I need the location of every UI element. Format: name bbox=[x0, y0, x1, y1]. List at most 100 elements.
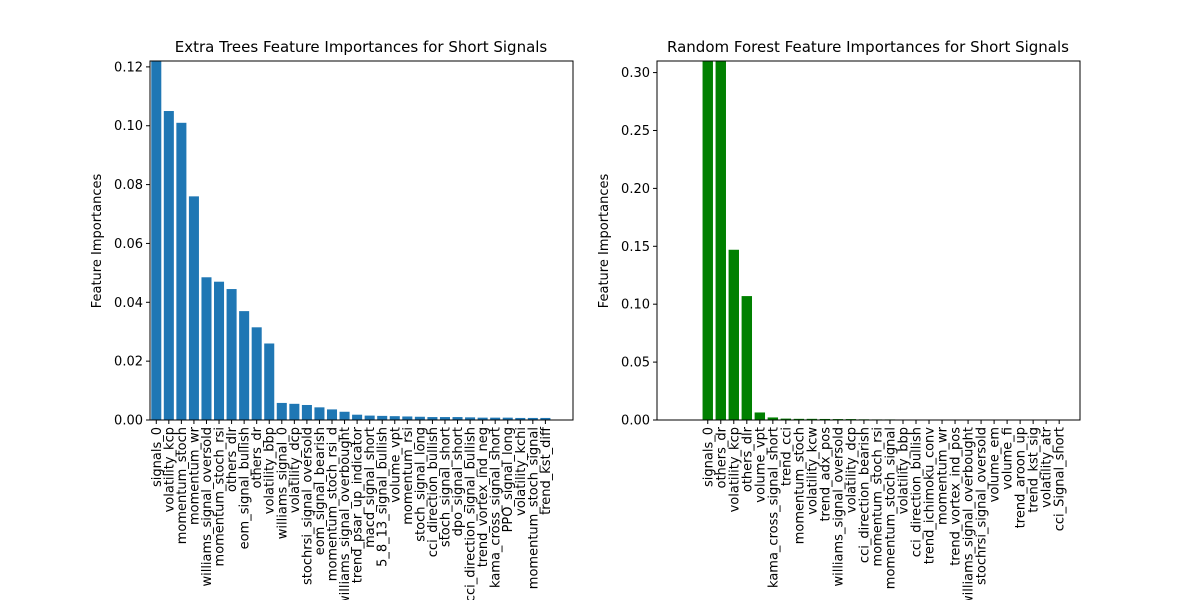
random-forest-y-tick-label: 0.25 bbox=[621, 124, 650, 139]
random-forest-bar bbox=[754, 412, 766, 420]
extra-trees-x-tick-label: williams_signal_oversold bbox=[200, 427, 215, 587]
random-forest-chart-title: Random Forest Feature Importances for Sh… bbox=[667, 38, 1069, 56]
extra-trees-bar bbox=[439, 417, 450, 420]
extra-trees-x-tick-label: dpo_signal_short bbox=[451, 427, 466, 536]
extra-trees-bar bbox=[163, 111, 174, 421]
random-forest-x-tick-label: trend_kst_sig bbox=[1027, 427, 1042, 513]
extra-trees-y-tick-label: 0.04 bbox=[114, 296, 143, 311]
random-forest-x-tick-label: momentum_stoch_rsi bbox=[870, 427, 885, 566]
random-forest-x-tick-label: momentum_stoch bbox=[792, 427, 807, 544]
extra-trees-bar bbox=[326, 409, 338, 420]
extra-trees-x-tick-label: kama_cross_signal_short bbox=[489, 427, 504, 588]
extra-trees-bar bbox=[151, 61, 162, 420]
random-forest-x-tick-label: cci_direction_bearish bbox=[857, 427, 872, 563]
extra-trees-y-tick-label: 0.12 bbox=[114, 60, 143, 75]
random-forest-x-tick-label: cci_Signal_short bbox=[1053, 427, 1068, 531]
random-forest-x-tick-label: volume_em bbox=[988, 427, 1003, 502]
random-forest-x-tick-label: volatility_kcp bbox=[727, 427, 742, 512]
random-forest-x-tick-label: kama_cross_signal_short bbox=[766, 427, 781, 588]
random-forest-x-tick-label: others_dr bbox=[714, 426, 729, 488]
extra-trees-bar bbox=[452, 417, 463, 420]
extra-trees-x-tick-label: momentum_stoch bbox=[175, 427, 190, 544]
random-forest-x-tick-label: trend_vortex_ind_pos bbox=[949, 427, 964, 566]
random-forest-bar bbox=[715, 61, 726, 420]
random-forest-x-tick-label: volume_vpt bbox=[753, 427, 768, 503]
random-forest-plot-frame bbox=[656, 60, 1081, 421]
random-forest-x-tick-label: trend_ichimoku_conv bbox=[923, 427, 938, 565]
extra-trees-bar bbox=[515, 417, 526, 420]
extra-trees-x-tick-label: stoch_signal_long bbox=[413, 427, 428, 542]
extra-trees-bar bbox=[352, 414, 363, 420]
extra-trees-x-tick-label: volatility_kcp bbox=[162, 427, 177, 512]
extra-trees-y-tick-label: 0.02 bbox=[114, 355, 143, 370]
extra-trees-x-tick-label: stochrsi_signal_oversold bbox=[300, 427, 315, 585]
random-forest-bar bbox=[702, 61, 713, 420]
extra-trees-y-ticks: 0.00 0.02 0.04 0.06 0.08 0.10 0.12 bbox=[114, 60, 150, 429]
extra-trees-x-tick-label: momentum_stoch_signal bbox=[526, 427, 541, 589]
random-forest-x-tick-label: cci_direction_bullish bbox=[910, 427, 925, 557]
extra-trees-bar bbox=[239, 311, 250, 420]
random-forest-x-tick-label: trend_adx_pos bbox=[818, 427, 833, 522]
random-forest-bar bbox=[767, 417, 779, 420]
random-forest-x-tick-label: volatility_dcp bbox=[844, 427, 859, 513]
random-forest-y-axis-label: Feature Importances bbox=[597, 174, 612, 309]
extra-trees-bar bbox=[402, 416, 413, 420]
extra-trees-bar bbox=[540, 417, 551, 420]
extra-trees-x-tick-label: trend_psar_up_indicator bbox=[351, 426, 366, 583]
random-forest-bar bbox=[806, 418, 818, 420]
random-forest-bar bbox=[793, 418, 805, 420]
extra-trees-bar bbox=[188, 196, 199, 420]
extra-trees-y-axis-label: Feature Importances bbox=[90, 174, 105, 309]
extra-trees-bar bbox=[201, 277, 212, 420]
random-forest-y-tick-label: 0.20 bbox=[621, 182, 650, 197]
extra-trees-bar bbox=[314, 407, 325, 420]
random-forest-x-tick-label: signals_0 bbox=[701, 427, 716, 487]
extra-trees-bar bbox=[214, 281, 225, 420]
random-forest-x-tick-label: others_dlr bbox=[740, 426, 755, 492]
extra-trees-bar bbox=[490, 417, 501, 420]
extra-trees-x-tick-label: 5_8_13_signal_bullish bbox=[376, 427, 391, 567]
extra-trees-x-tick-label: momentum_rsi bbox=[401, 427, 416, 525]
extra-trees-x-tick-label: williams_signal_overbought bbox=[338, 427, 353, 600]
random-forest-bar bbox=[780, 418, 792, 420]
extra-trees-x-tick-label: stoch_signal_short bbox=[438, 427, 453, 547]
random-forest-y-tick-label: 0.30 bbox=[621, 66, 650, 81]
extra-trees-bar bbox=[276, 402, 287, 420]
extra-trees-x-tick-label: eom_signal_bullish bbox=[238, 427, 253, 549]
extra-trees-bar bbox=[289, 403, 300, 420]
extra-trees-plot-frame bbox=[149, 60, 574, 421]
random-forest-y-tick-label: 0.00 bbox=[621, 414, 650, 429]
extra-trees-bar bbox=[251, 327, 262, 420]
random-forest-x-tick-label: momentum_stoch_signal bbox=[883, 427, 898, 589]
random-forest-y-tick-label: 0.15 bbox=[621, 240, 650, 255]
extra-trees-x-tick-label: momentum_wr bbox=[187, 426, 202, 525]
random-forest-y-ticks: 0.00 0.05 0.10 0.15 0.20 0.25 0.30 bbox=[621, 66, 657, 429]
extra-trees-bar bbox=[527, 417, 538, 420]
extra-trees-bar bbox=[264, 343, 275, 420]
extra-trees-y-tick-label: 0.10 bbox=[114, 119, 143, 134]
extra-trees-bar bbox=[465, 417, 476, 420]
extra-trees-y-tick-label: 0.00 bbox=[114, 414, 143, 429]
extra-trees-bar bbox=[477, 417, 488, 420]
extra-trees-x-tick-label: momentum_stoch_rsi bbox=[213, 427, 228, 566]
random-forest-bar bbox=[741, 296, 753, 420]
extra-trees-bar bbox=[377, 415, 388, 420]
extra-trees-x-tick-label: momentum_stoch_rsi_d bbox=[326, 427, 341, 581]
extra-trees-x-tick-label: cci_direction_signal_bullish bbox=[464, 427, 479, 600]
random-forest-x-tick-label: williams_signal_overbought bbox=[962, 427, 977, 600]
extra-trees-bar bbox=[226, 289, 237, 420]
extra-trees-x-tick-label: volatility_bbp bbox=[263, 427, 278, 514]
extra-trees-x-tick-label: volatility_kchi bbox=[514, 427, 529, 516]
random-forest-x-tick-label: volatility_atr bbox=[1040, 426, 1055, 508]
extra-trees-bar bbox=[364, 415, 375, 420]
random-forest-x-tick-label: trend_cci bbox=[779, 427, 794, 486]
extra-trees-x-tick-label: eom_signal_bearish bbox=[313, 427, 328, 555]
random-forest-x-tick-label: trend_aroon_up bbox=[1014, 427, 1029, 528]
extra-trees-x-tick-label: williams_signal_0 bbox=[275, 427, 290, 539]
random-forest-bar bbox=[728, 249, 739, 420]
random-forest-x-ticks: signals_0others_drvolatility_kcpothers_d… bbox=[701, 420, 1068, 600]
random-forest-x-tick-label: williams_signal_oversold bbox=[831, 427, 846, 587]
extra-trees-bar bbox=[339, 411, 350, 420]
